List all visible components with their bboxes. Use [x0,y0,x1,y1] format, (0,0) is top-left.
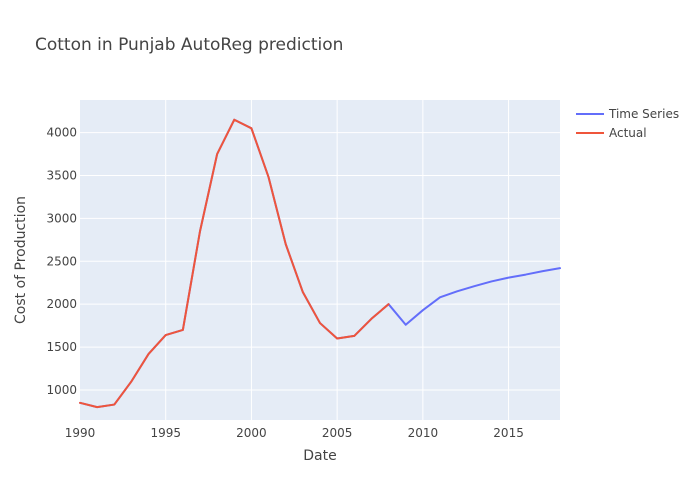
y-tick-label: 3000 [46,211,77,225]
x-tick-label: 1995 [150,426,181,440]
y-tick-label: 2000 [46,297,77,311]
legend-label-actual: Actual [609,126,647,140]
x-tick-label: 2010 [408,426,439,440]
y-tick-label: 1000 [46,383,77,397]
plot-area [80,100,560,420]
y-axis-ticks: 1000 1500 2000 2500 3000 3500 4000 [46,126,77,397]
legend-label-time-series: Time Series [608,107,679,121]
x-tick-label: 2005 [322,426,353,440]
x-axis-title: Date [303,448,336,464]
x-tick-label: 2015 [493,426,524,440]
y-tick-label: 3500 [46,168,77,182]
x-tick-label: 2000 [236,426,267,440]
x-tick-label: 1990 [65,426,96,440]
x-axis-ticks: 1990 1995 2000 2005 2010 2015 [65,426,524,440]
y-axis-title: Cost of Production [13,196,29,324]
y-tick-label: 1500 [46,340,77,354]
y-tick-label: 4000 [46,126,77,140]
chart-title: Cotton in Punjab AutoReg prediction [35,35,343,55]
legend[interactable]: Time Series Actual [576,107,679,140]
y-tick-label: 2500 [46,254,77,268]
